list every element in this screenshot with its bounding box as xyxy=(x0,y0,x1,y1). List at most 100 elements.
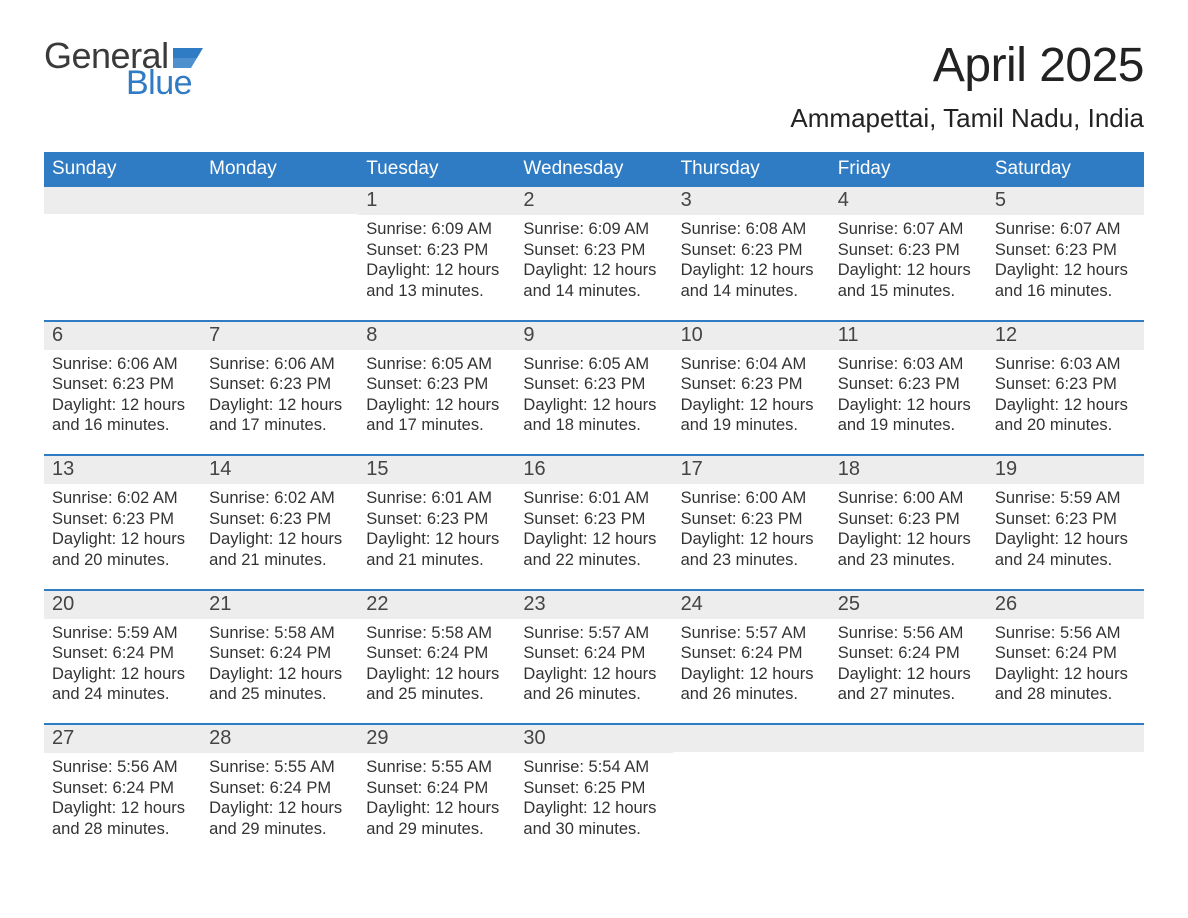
calendar-day-cell: 6Sunrise: 6:06 AMSunset: 6:23 PMDaylight… xyxy=(44,322,201,455)
day-number: 21 xyxy=(201,591,358,619)
sunset-line: Sunset: 6:23 PM xyxy=(523,374,664,395)
daylight-line: Daylight: 12 hours and 23 minutes. xyxy=(681,529,822,570)
sunrise-line: Sunrise: 6:01 AM xyxy=(523,488,664,509)
day-details: Sunrise: 5:58 AMSunset: 6:24 PMDaylight:… xyxy=(201,619,358,706)
calendar-week: 13Sunrise: 6:02 AMSunset: 6:23 PMDayligh… xyxy=(44,454,1144,589)
day-number: 7 xyxy=(201,322,358,350)
day-details: Sunrise: 6:04 AMSunset: 6:23 PMDaylight:… xyxy=(673,350,830,437)
day-number: 13 xyxy=(44,456,201,484)
day-details: Sunrise: 6:09 AMSunset: 6:23 PMDaylight:… xyxy=(515,215,672,302)
daylight-line: Daylight: 12 hours and 22 minutes. xyxy=(523,529,664,570)
calendar-day-cell: 27Sunrise: 5:56 AMSunset: 6:24 PMDayligh… xyxy=(44,725,201,858)
day-number: 1 xyxy=(358,187,515,215)
sunrise-line: Sunrise: 5:56 AM xyxy=(52,757,193,778)
calendar-day-cell: 22Sunrise: 5:58 AMSunset: 6:24 PMDayligh… xyxy=(358,591,515,724)
sunrise-line: Sunrise: 6:03 AM xyxy=(838,354,979,375)
day-details: Sunrise: 6:03 AMSunset: 6:23 PMDaylight:… xyxy=(830,350,987,437)
day-number: 15 xyxy=(358,456,515,484)
sunrise-line: Sunrise: 5:56 AM xyxy=(838,623,979,644)
sunrise-line: Sunrise: 6:07 AM xyxy=(995,219,1136,240)
weekday-header: Saturday xyxy=(987,152,1144,187)
calendar-day-cell: 18Sunrise: 6:00 AMSunset: 6:23 PMDayligh… xyxy=(830,456,987,589)
day-details: Sunrise: 5:57 AMSunset: 6:24 PMDaylight:… xyxy=(673,619,830,706)
daylight-line: Daylight: 12 hours and 24 minutes. xyxy=(52,664,193,705)
day-number: 16 xyxy=(515,456,672,484)
calendar-day-cell: 8Sunrise: 6:05 AMSunset: 6:23 PMDaylight… xyxy=(358,322,515,455)
sunset-line: Sunset: 6:23 PM xyxy=(681,374,822,395)
calendar-day-cell: 30Sunrise: 5:54 AMSunset: 6:25 PMDayligh… xyxy=(515,725,672,858)
calendar-day-cell: 21Sunrise: 5:58 AMSunset: 6:24 PMDayligh… xyxy=(201,591,358,724)
calendar-day-cell: 24Sunrise: 5:57 AMSunset: 6:24 PMDayligh… xyxy=(673,591,830,724)
day-number: 10 xyxy=(673,322,830,350)
sunset-line: Sunset: 6:23 PM xyxy=(838,509,979,530)
day-number: 4 xyxy=(830,187,987,215)
calendar-week: 27Sunrise: 5:56 AMSunset: 6:24 PMDayligh… xyxy=(44,723,1144,858)
day-details: Sunrise: 5:58 AMSunset: 6:24 PMDaylight:… xyxy=(358,619,515,706)
day-number: 18 xyxy=(830,456,987,484)
sunset-line: Sunset: 6:23 PM xyxy=(366,240,507,261)
sunrise-line: Sunrise: 5:59 AM xyxy=(995,488,1136,509)
day-details: Sunrise: 6:02 AMSunset: 6:23 PMDaylight:… xyxy=(44,484,201,571)
sunset-line: Sunset: 6:24 PM xyxy=(209,643,350,664)
calendar-day-cell: 13Sunrise: 6:02 AMSunset: 6:23 PMDayligh… xyxy=(44,456,201,589)
calendar-day-cell xyxy=(44,187,201,320)
daylight-line: Daylight: 12 hours and 17 minutes. xyxy=(209,395,350,436)
calendar-body: 1Sunrise: 6:09 AMSunset: 6:23 PMDaylight… xyxy=(44,187,1144,858)
day-details: Sunrise: 5:57 AMSunset: 6:24 PMDaylight:… xyxy=(515,619,672,706)
weekday-header: Tuesday xyxy=(358,152,515,187)
day-number: 17 xyxy=(673,456,830,484)
sunset-line: Sunset: 6:23 PM xyxy=(209,374,350,395)
daylight-line: Daylight: 12 hours and 27 minutes. xyxy=(838,664,979,705)
weekday-header: Sunday xyxy=(44,152,201,187)
daylight-line: Daylight: 12 hours and 19 minutes. xyxy=(838,395,979,436)
sunrise-line: Sunrise: 5:54 AM xyxy=(523,757,664,778)
sunset-line: Sunset: 6:23 PM xyxy=(366,374,507,395)
sunrise-line: Sunrise: 6:09 AM xyxy=(523,219,664,240)
day-number: 12 xyxy=(987,322,1144,350)
daylight-line: Daylight: 12 hours and 13 minutes. xyxy=(366,260,507,301)
day-number: 22 xyxy=(358,591,515,619)
day-number xyxy=(201,187,358,214)
calendar-day-cell: 17Sunrise: 6:00 AMSunset: 6:23 PMDayligh… xyxy=(673,456,830,589)
sunset-line: Sunset: 6:24 PM xyxy=(838,643,979,664)
day-details: Sunrise: 6:07 AMSunset: 6:23 PMDaylight:… xyxy=(830,215,987,302)
day-number: 23 xyxy=(515,591,672,619)
day-details: Sunrise: 6:08 AMSunset: 6:23 PMDaylight:… xyxy=(673,215,830,302)
sunset-line: Sunset: 6:24 PM xyxy=(995,643,1136,664)
sunset-line: Sunset: 6:23 PM xyxy=(838,374,979,395)
day-details: Sunrise: 5:56 AMSunset: 6:24 PMDaylight:… xyxy=(44,753,201,840)
daylight-line: Daylight: 12 hours and 28 minutes. xyxy=(52,798,193,839)
daylight-line: Daylight: 12 hours and 24 minutes. xyxy=(995,529,1136,570)
calendar-day-cell: 7Sunrise: 6:06 AMSunset: 6:23 PMDaylight… xyxy=(201,322,358,455)
calendar-day-cell: 29Sunrise: 5:55 AMSunset: 6:24 PMDayligh… xyxy=(358,725,515,858)
sunrise-line: Sunrise: 5:57 AM xyxy=(681,623,822,644)
weekday-header: Monday xyxy=(201,152,358,187)
day-number: 30 xyxy=(515,725,672,753)
brand-logo: General Blue xyxy=(44,38,215,100)
calendar-day-cell: 1Sunrise: 6:09 AMSunset: 6:23 PMDaylight… xyxy=(358,187,515,320)
sunset-line: Sunset: 6:23 PM xyxy=(838,240,979,261)
calendar-day-cell xyxy=(201,187,358,320)
sunset-line: Sunset: 6:23 PM xyxy=(681,509,822,530)
sunrise-line: Sunrise: 5:58 AM xyxy=(366,623,507,644)
sunset-line: Sunset: 6:24 PM xyxy=(366,778,507,799)
sunset-line: Sunset: 6:23 PM xyxy=(995,374,1136,395)
location-subtitle: Ammapettai, Tamil Nadu, India xyxy=(790,103,1144,134)
calendar-day-cell: 12Sunrise: 6:03 AMSunset: 6:23 PMDayligh… xyxy=(987,322,1144,455)
calendar-day-cell xyxy=(673,725,830,858)
day-details: Sunrise: 5:55 AMSunset: 6:24 PMDaylight:… xyxy=(201,753,358,840)
sunrise-line: Sunrise: 5:58 AM xyxy=(209,623,350,644)
sunrise-line: Sunrise: 6:02 AM xyxy=(52,488,193,509)
day-details: Sunrise: 6:02 AMSunset: 6:23 PMDaylight:… xyxy=(201,484,358,571)
daylight-line: Daylight: 12 hours and 25 minutes. xyxy=(366,664,507,705)
daylight-line: Daylight: 12 hours and 14 minutes. xyxy=(681,260,822,301)
day-number: 20 xyxy=(44,591,201,619)
sunset-line: Sunset: 6:23 PM xyxy=(523,240,664,261)
day-details: Sunrise: 6:00 AMSunset: 6:23 PMDaylight:… xyxy=(673,484,830,571)
day-number: 5 xyxy=(987,187,1144,215)
daylight-line: Daylight: 12 hours and 14 minutes. xyxy=(523,260,664,301)
sunrise-line: Sunrise: 5:55 AM xyxy=(366,757,507,778)
sunset-line: Sunset: 6:24 PM xyxy=(52,778,193,799)
day-details: Sunrise: 5:59 AMSunset: 6:24 PMDaylight:… xyxy=(44,619,201,706)
sunrise-line: Sunrise: 6:05 AM xyxy=(366,354,507,375)
